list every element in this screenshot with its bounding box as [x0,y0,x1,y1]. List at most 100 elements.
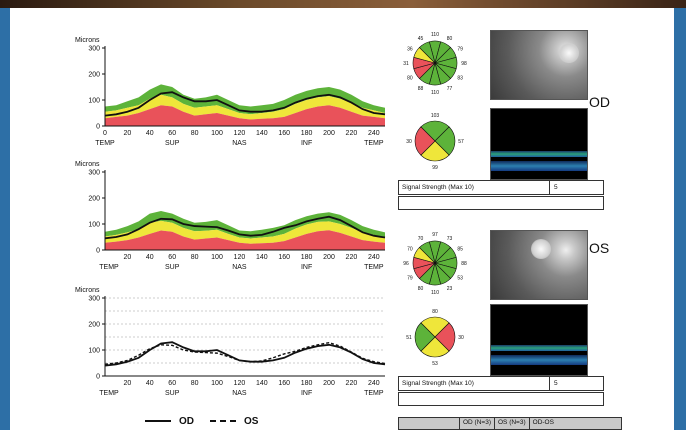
x-tick-label: 160 [278,130,290,137]
os-clock-sector-chart: 97 73 85 88 53 23 110 80 79 96 70 70 [403,232,467,296]
report-panel: Microns 300 200 100 0 0 20 40 60 80 100 120 140 160 1… [10,8,674,430]
quadrant-value: 51 [406,335,412,341]
y-tick-label: 100 [88,98,100,105]
clock-sector-value: 88 [461,261,467,267]
cell-divider [549,377,550,390]
os-signal-label: Signal Strength (Max 10) [402,380,474,387]
quadrant-sector [420,316,450,338]
x-tick-label: 140 [256,130,268,137]
od-signal-strength-row: Signal Strength (Max 10) 5 [398,180,604,195]
os-eye-label: OS [589,240,610,256]
clock-sector-value: 110 [431,290,439,296]
y-tick-label: 0 [96,124,100,131]
solid-line-icon [145,420,171,423]
region-label: SUP [165,264,180,271]
clock-sector-value: 77 [447,86,453,92]
borderline-band-yellow [105,220,385,244]
region-label: NAS [232,264,247,271]
comparison-table-header: OD (N=3) OS (N=3) OD-OS [398,417,622,430]
legend-os: OS [244,416,259,427]
optic-disc [531,239,551,259]
od-clock-sector-chart: 110 80 79 98 83 77 110 88 80 31 36 45 [403,32,467,96]
dashed-line-icon [210,420,236,423]
clock-sector-value: 70 [418,236,424,242]
os-thickness-chart-svg: Microns 300 200 100 0 20 40 60 80 100 120 140 160 18… [75,161,386,271]
x-tick-label: 20 [124,130,132,137]
od-fundus-image [490,30,588,100]
clock-sector-value: 85 [457,247,463,253]
clock-sector [419,41,436,65]
x-tick-label: 180 [301,130,313,137]
region-label: INF [301,140,312,147]
y-tick-label: 200 [88,322,100,329]
x-tick-label: 240 [368,380,380,387]
region-label: NAS [232,390,247,397]
quadrant-value: 30 [458,335,464,341]
y-tick-label: 300 [88,170,100,177]
clock-sector-value: 98 [461,61,467,67]
header-diff: OD-OS [528,418,557,429]
clock-sector-value: 70 [407,247,413,253]
y-tick-label: 200 [88,196,100,203]
chart-ylabel: Microns [75,287,100,294]
region-label: INF [301,390,312,397]
os-line [104,342,386,365]
clock-sector-value: 45 [418,36,424,42]
clock-sector-value: 97 [432,232,438,238]
region-label: SUP [165,390,180,397]
os-empty-row [398,392,604,406]
x-tick-label: 180 [301,254,313,261]
borderline-band-yellow [105,94,385,120]
os-quadrant-chart: 80 30 53 51 [406,309,464,367]
x-tick-label: 40 [146,380,154,387]
quadrant-sector [420,120,450,142]
x-tick-label: 40 [146,254,154,261]
y-tick-label: 100 [88,348,100,355]
header-od: OD (N=3) [459,418,494,429]
clock-sector [419,241,436,265]
od-signal-label: Signal Strength (Max 10) [402,184,474,191]
abnormal-band-red [105,230,385,250]
x-tick-label: 120 [234,130,246,137]
x-tick-label: 80 [191,130,199,137]
region-label: TEMP [99,390,119,397]
x-tick-label: 160 [278,254,290,261]
x-tick-label: 140 [256,254,268,261]
quadrant-value: 103 [431,113,440,119]
quadrant-value: 99 [432,165,438,171]
header-os: OS (N=3) [494,418,529,429]
x-tick-label: 80 [191,254,199,261]
normal-band-green [105,211,385,239]
x-tick-label: 60 [168,380,176,387]
clock-sector-value: 83 [457,76,463,82]
quadrant-sector [414,126,436,156]
x-tick-label: 20 [124,254,132,261]
quadrant-value: 30 [406,139,412,145]
y-tick-label: 0 [96,248,100,255]
x-tick-label: 40 [146,130,154,137]
quadrant-sector [420,336,450,358]
y-tick-label: 300 [88,296,100,303]
od-line [104,341,386,367]
oct-layer [491,345,587,351]
x-tick-label: 0 [103,130,107,137]
y-tick-label: 200 [88,72,100,79]
quadrant-value: 80 [432,309,438,315]
od-empty-row [398,196,604,210]
y-tick-label: 300 [88,46,100,53]
clock-sector-value: 53 [457,276,463,282]
region-label: TEMP [364,140,384,147]
od-oct-scan-image [490,108,588,180]
x-tick-label: 120 [234,254,246,261]
chart-ylabel: Microns [75,161,100,168]
clock-sector-value: 23 [447,286,453,292]
od-thickness-chart: Microns 300 200 100 0 0 20 40 60 80 100 120 140 160 1… [65,36,395,176]
comparison-chart: Microns 300 200 100 0 20 40 60 80 100 120 140 160 18… [65,286,395,426]
quadrant-value: 57 [458,139,464,145]
clock-sector-value: 79 [457,47,463,53]
measured-thickness-line [104,91,386,117]
x-tick-label: 200 [323,254,335,261]
region-label: TEMP [95,140,115,147]
chart-ylabel: Microns [75,37,100,44]
chart-plot-area: 300 200 100 0 20 40 60 80 100 120 140 160 180 200 220 2… [88,296,386,397]
